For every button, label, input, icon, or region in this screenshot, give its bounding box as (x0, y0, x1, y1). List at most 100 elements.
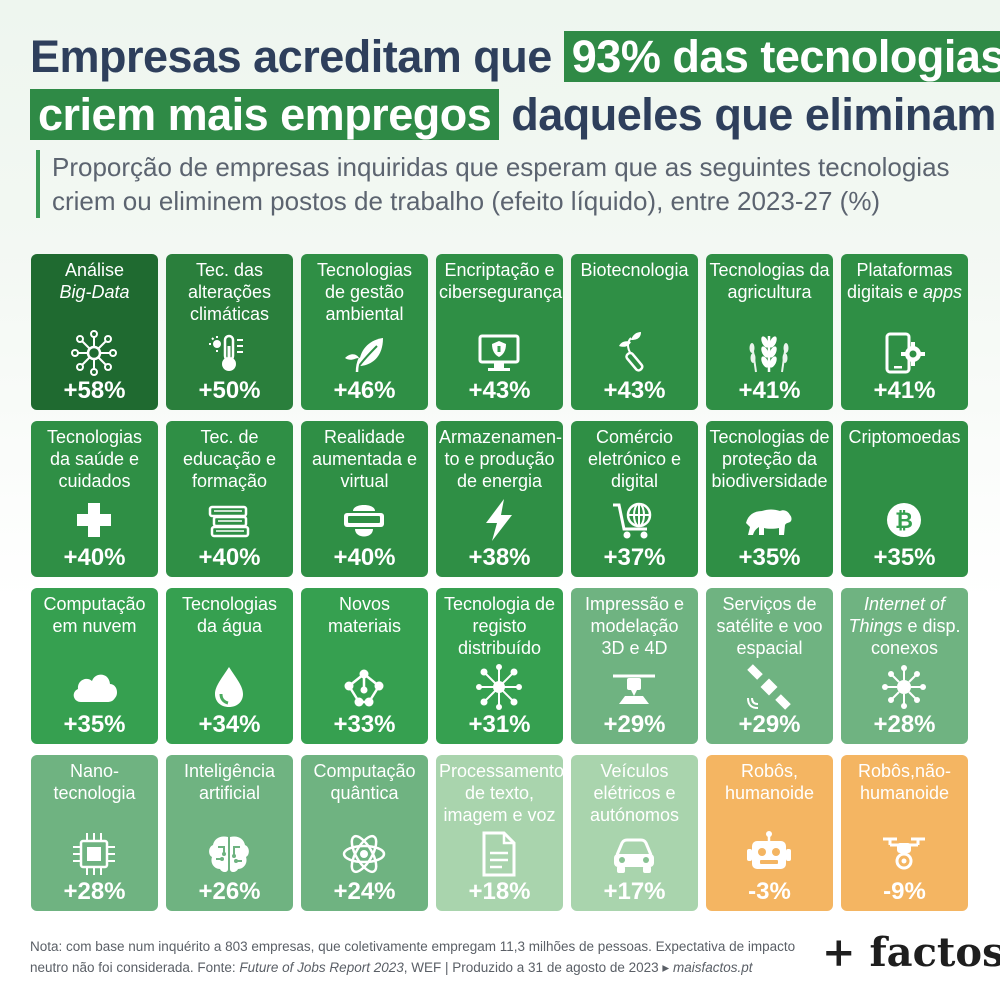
tile-label-text: Tecnologias (46, 427, 143, 447)
tile-label-text: agricultura (727, 282, 812, 302)
tile-label-line: de energia (439, 470, 560, 492)
tile-label-text: climáticas (189, 304, 269, 324)
brain-circuit-icon (204, 829, 254, 879)
title-highlight: 93% das tecnologias (563, 31, 1000, 82)
tile-label-text: humanoide (859, 783, 950, 803)
books-icon (204, 495, 254, 545)
tile-label-text: alterações (187, 282, 272, 302)
tile-label-line: imagem e voz (439, 804, 560, 826)
leaf-hand-icon (339, 328, 389, 378)
tile-label-line: satélite e voo (709, 615, 830, 637)
tile-label-text: Serviços de (722, 594, 817, 614)
tile-label-text: Tec. de (200, 427, 259, 447)
tile-label-line: Tecnologias (34, 426, 155, 448)
tile-label: Realidade aumentada e virtual (304, 426, 425, 492)
tile-value: +43% (468, 377, 531, 404)
tile-label-text: materiais (327, 616, 402, 636)
cloud-icon (69, 662, 119, 712)
phone-gear-icon (879, 328, 929, 378)
tile-label-text: Processamento (439, 761, 565, 781)
tile-label-line: cibersegurança (439, 281, 563, 303)
atom-icon (339, 829, 389, 879)
tech-tile: Armazenamen-to e produção de energia +38% (436, 421, 563, 577)
tile-value: +41% (873, 377, 936, 404)
tile-label-line: autónomos (574, 804, 695, 826)
tile-label-line: de gestão (304, 281, 425, 303)
tile-label: Comércio eletrónico e digital (574, 426, 695, 492)
tile-value: +34% (198, 711, 261, 738)
tile-label-line: Big-Data (34, 281, 155, 303)
drone-icon (879, 829, 929, 879)
tile-value: +31% (468, 711, 531, 738)
tile-label-line: climáticas (169, 303, 290, 325)
tile-label-line: cuidados (34, 470, 155, 492)
tile-label: Criptomoedas (844, 426, 965, 448)
tile-label-text: virtual (340, 471, 389, 491)
tech-tile: Tecnologias da agricultura +41% (706, 254, 833, 410)
tile-label-text: digitais e (846, 282, 923, 302)
tile-label-text: Biotecnologia (580, 260, 689, 280)
lightning-icon (474, 495, 524, 545)
tile-value: +33% (333, 711, 396, 738)
tile-label-line: em nuvem (34, 615, 155, 637)
tech-tile: Veículos elétricos e autónomos +17% (571, 755, 698, 911)
tile-label-line: de texto, (439, 782, 560, 804)
tile-label-text: Encriptação e (444, 260, 555, 280)
tile-label-text: autónomos (589, 805, 680, 825)
tile-label-text: Internet of (863, 594, 946, 614)
tile-value: +38% (468, 544, 531, 571)
footnote-site-link[interactable]: maisfactos.pt (672, 960, 753, 975)
tile-label: Tecnologias da agricultura (709, 259, 830, 303)
tile-label-text: da saúde e (49, 449, 140, 469)
tile-label-line: distribuído (439, 637, 560, 659)
tile-label-line: Tecnologias (304, 259, 425, 281)
tile-label-line: eletrónico e (574, 448, 695, 470)
tile-value: +18% (468, 878, 531, 905)
thermometer-icon (204, 328, 254, 378)
tile-label-line: da água (169, 615, 290, 637)
tile-value: +50% (198, 377, 261, 404)
tile-label: Robôs, humanoide (709, 760, 830, 804)
title-text: Empresas acreditam que (30, 31, 564, 82)
shopping-cart-globe-icon (609, 495, 659, 545)
tech-tile: Inteligência artificial +26% (166, 755, 293, 911)
tile-value: +58% (63, 377, 126, 404)
tile-label-text: imagem e voz (443, 805, 556, 825)
tile-label-line: humanoide (709, 782, 830, 804)
water-drop-icon (204, 662, 254, 712)
tile-label-text: formação (191, 471, 268, 491)
tile-label-text: Nano- (69, 761, 120, 781)
car-icon (609, 829, 659, 879)
tile-label-line: digitais e apps (844, 281, 965, 303)
tile-label-text: Realidade (323, 427, 406, 447)
footnote-text: neutro não foi considerada. Fonte: (30, 960, 240, 975)
tech-tile: Computação em nuvem +35% (31, 588, 158, 744)
tile-label-line: Veículos (574, 760, 695, 782)
tile-label-text: e disp. (902, 616, 961, 636)
tech-tile: Serviços de satélite e voo espacial +29% (706, 588, 833, 744)
tile-value: +40% (198, 544, 261, 571)
tile-label-text: cibersegurança (439, 282, 563, 302)
tile-label-text: humanoide (724, 783, 815, 803)
tech-tile: Tecnologias da saúde e cuidados +40% (31, 421, 158, 577)
tile-label: Tec. das alterações climáticas (169, 259, 290, 325)
tech-tile: Encriptação e cibersegurança +43% (436, 254, 563, 410)
tech-tile: Computação quântica +24% (301, 755, 428, 911)
tile-label-text: Plataformas (856, 260, 953, 280)
page-title: Empresas acreditam que 93% das tecnologi… (30, 28, 1000, 144)
tile-label-line: Encriptação e (439, 259, 560, 281)
tile-label: Serviços de satélite e voo espacial (709, 593, 830, 659)
tile-value: +24% (333, 878, 396, 905)
tile-label-line: Computação (34, 593, 155, 615)
tile-label-text: modelação (590, 616, 679, 636)
tile-label-line: agricultura (709, 281, 830, 303)
tile-label: Nano-tecnologia (34, 760, 155, 804)
tile-label: Impressão e modelação 3D e 4D (574, 593, 695, 659)
tile-label-text: Tec. das (195, 260, 264, 280)
satellite-icon (744, 662, 794, 712)
tile-label-line: quântica (304, 782, 425, 804)
tile-label: Armazenamen-to e produção de energia (439, 426, 562, 492)
tile-label-text: Computação (313, 761, 416, 781)
tile-label-line: Tecnologias de (709, 426, 830, 448)
